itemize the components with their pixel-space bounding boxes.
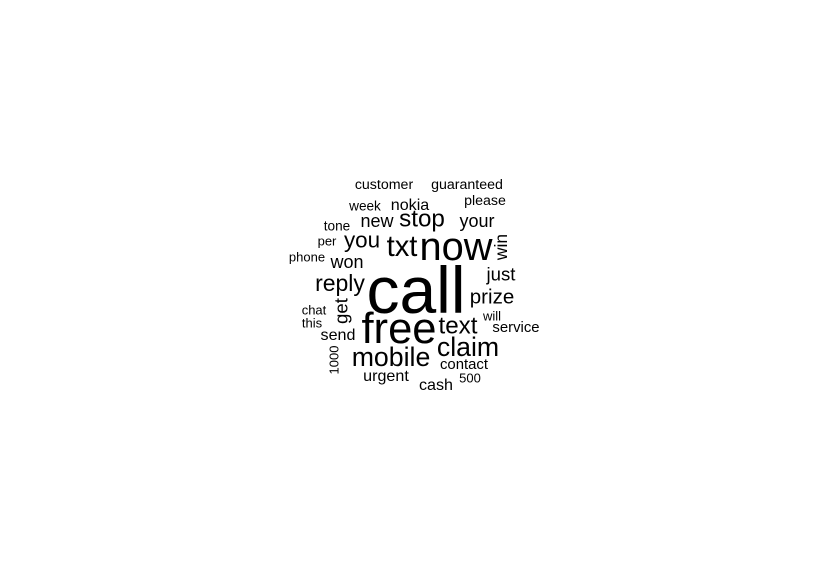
word-free: free (361, 305, 436, 353)
word-phone: phone (289, 250, 325, 265)
word-call: call (366, 253, 465, 327)
word-cash: cash (419, 376, 453, 394)
word-customer: customer (355, 177, 414, 193)
word-will: will (482, 309, 501, 324)
word-claim: claim (437, 332, 499, 362)
word-guaranteed: guaranteed (431, 177, 503, 193)
word-500: 500 (459, 371, 481, 386)
word-chat: chat (302, 303, 327, 318)
word-urgent: urgent (363, 367, 409, 385)
word-tone: tone (324, 219, 350, 234)
word-new: new (360, 211, 394, 231)
word-week: week (348, 199, 381, 214)
word-win: win (491, 234, 511, 261)
word-service: service (492, 320, 539, 336)
word-get: get (331, 297, 352, 324)
word-nokia: nokia (391, 196, 430, 214)
word-this: this (302, 316, 323, 331)
word-your: your (459, 211, 494, 231)
word-per: per (318, 234, 337, 249)
word-won: won (329, 252, 363, 272)
word-contact: contact (440, 357, 489, 373)
word-you: you (344, 228, 380, 253)
word-just: just (486, 264, 517, 285)
word-txt: txt (387, 231, 418, 263)
word-stop: stop (399, 206, 445, 233)
word-please: please (464, 193, 506, 209)
word-mobile: mobile (352, 342, 431, 372)
word-now: now (419, 225, 492, 269)
word-prize: prize (470, 286, 514, 309)
word-text: text (439, 313, 478, 340)
word-reply: reply (315, 270, 365, 296)
word-1000: 1000 (327, 346, 342, 375)
word-send: send (321, 326, 356, 344)
